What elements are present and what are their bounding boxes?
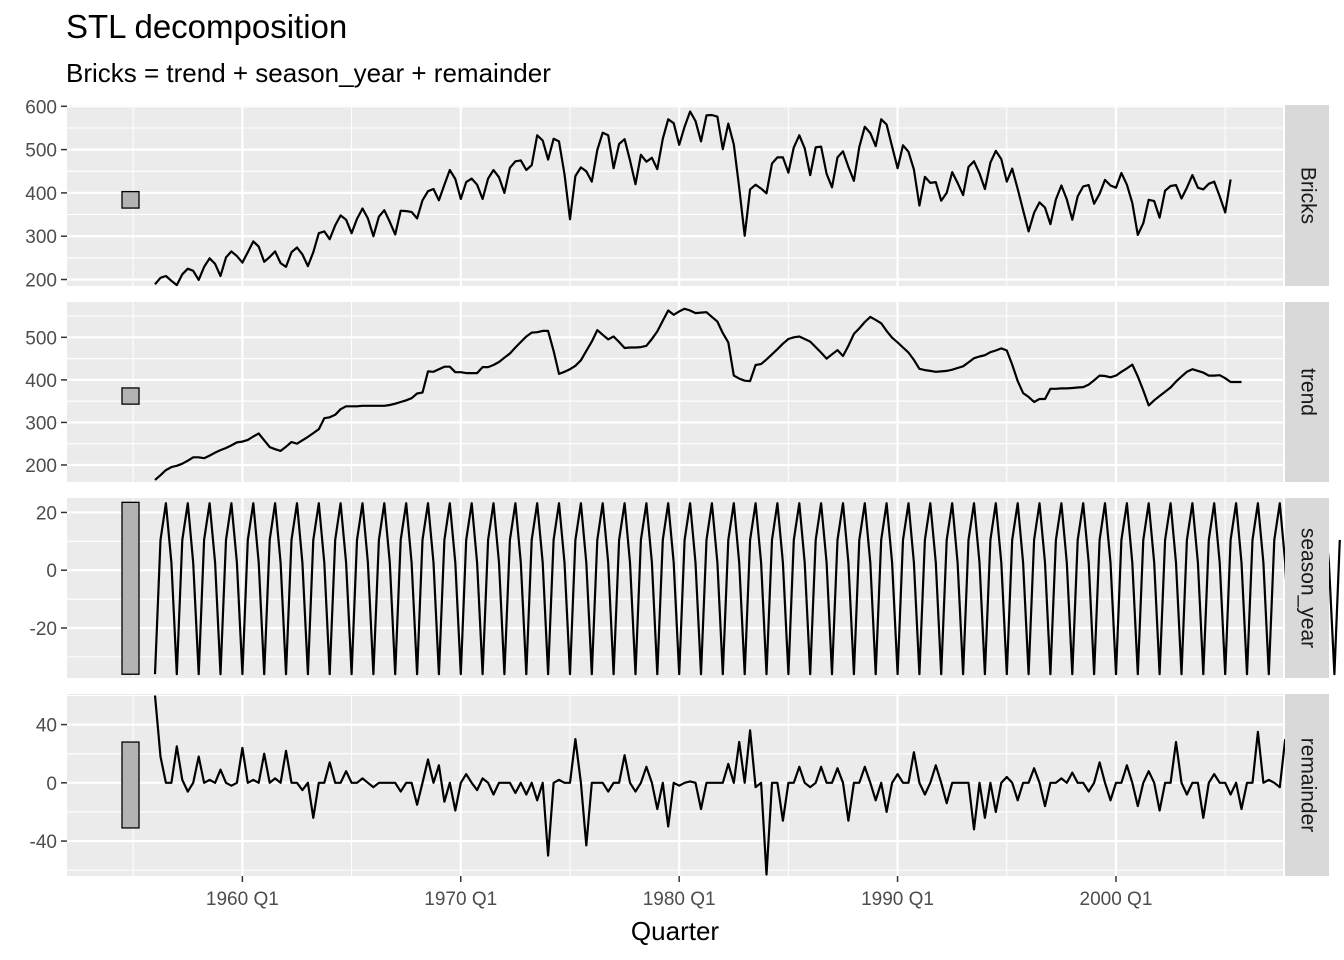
- scale-bar-season-year: [121, 501, 140, 675]
- y-tick-label: 300: [25, 413, 57, 434]
- y-tick-label: 0: [46, 774, 57, 795]
- y-tick-label: 0: [46, 561, 57, 582]
- y-tick-label: 200: [25, 456, 57, 477]
- x-tick-label: 1980 Q1: [643, 889, 716, 910]
- facet-strip-label: trend: [1296, 368, 1319, 416]
- facet-strip-season-year: [1285, 498, 1329, 678]
- chart-subtitle: Bricks = trend + season_year + remainder: [66, 58, 551, 88]
- series-line-season-year: [153, 502, 1341, 676]
- facet-strip-label: remainder: [1296, 738, 1319, 833]
- x-tick-label: 2000 Q1: [1080, 889, 1153, 910]
- series-line-Bricks: [154, 110, 1232, 287]
- y-tick-label: 20: [36, 503, 57, 524]
- x-tick-label: 1990 Q1: [861, 889, 934, 910]
- series-line-trend: [154, 307, 1242, 481]
- x-tick-label: 1960 Q1: [206, 889, 279, 910]
- panel-background-remainder: [67, 694, 1283, 876]
- y-tick-label: 200: [25, 271, 57, 292]
- x-axis-title: Quarter: [631, 916, 719, 946]
- y-tick-label: -20: [30, 619, 57, 640]
- y-tick-label: 400: [25, 184, 57, 205]
- panel-background-trend: [67, 302, 1283, 482]
- scale-bar-remainder: [121, 741, 140, 829]
- series-line-remainder: [153, 695, 1287, 876]
- facet-strip-Bricks: [1285, 105, 1329, 286]
- y-tick-label: -40: [30, 832, 57, 853]
- y-tick-label: 400: [25, 371, 57, 392]
- y-tick-label: 40: [36, 716, 57, 737]
- scale-bar-Bricks: [121, 190, 140, 209]
- y-tick-label: 500: [25, 141, 57, 162]
- facet-strip-trend: [1285, 302, 1329, 482]
- y-tick-label: 600: [25, 97, 57, 118]
- facet-strip-label: season_year: [1296, 528, 1319, 648]
- y-tick-label: 300: [25, 227, 57, 248]
- facet-strip-remainder: [1285, 694, 1329, 876]
- y-tick-label: 500: [25, 328, 57, 349]
- facet-strip-label: Bricks: [1296, 167, 1319, 224]
- scale-bar-trend: [121, 387, 140, 405]
- chart-title: STL decomposition: [66, 8, 348, 45]
- x-tick-label: 1970 Q1: [424, 889, 497, 910]
